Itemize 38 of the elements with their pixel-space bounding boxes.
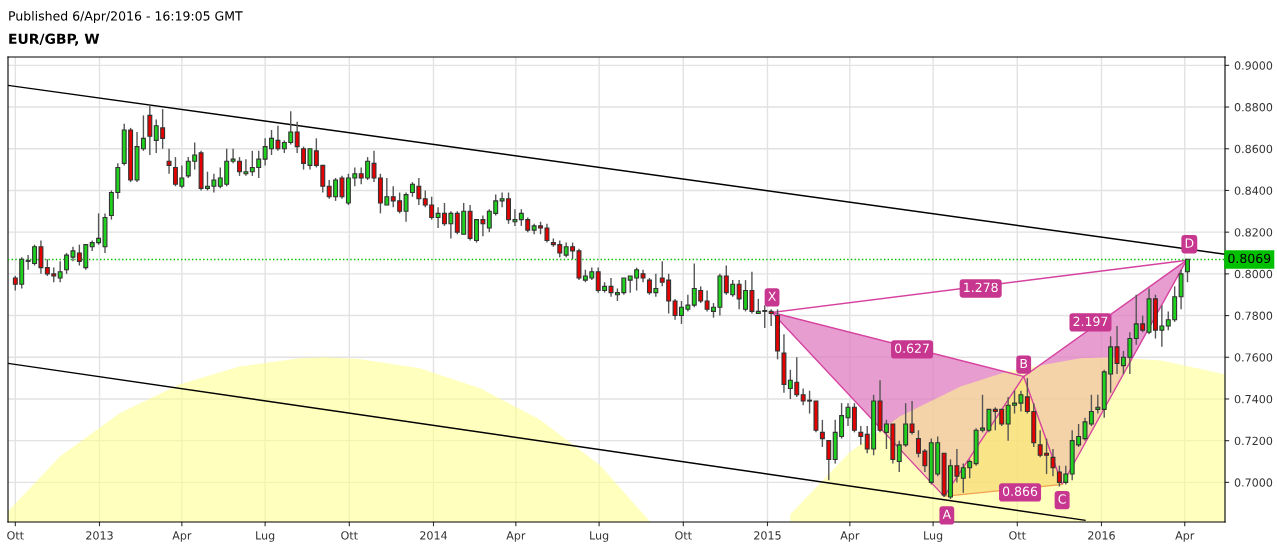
- x-tick-label: 2013: [86, 531, 113, 540]
- ref-line-label: 0.8069: [1228, 253, 1271, 264]
- x-tick-label: Ott: [7, 531, 24, 540]
- annotation: C: [1058, 494, 1066, 504]
- annotation: 2.197: [1073, 316, 1108, 327]
- x-tick-label: Apr: [840, 531, 860, 542]
- x-tick-label: Lug: [924, 531, 943, 542]
- x-tick-label: Lug: [256, 531, 275, 542]
- x-tick-label: Apr: [1175, 531, 1195, 542]
- x-tick-label: 2015: [754, 531, 781, 540]
- y-tick-label: 0.7600: [1234, 353, 1273, 362]
- annotation: B: [1020, 358, 1028, 369]
- y-tick-label: 0.7400: [1234, 394, 1273, 404]
- y-tick-label: 0.7800: [1234, 311, 1273, 320]
- y-tick-label: 0.8400: [1234, 186, 1273, 195]
- x-tick-label: Lug: [590, 531, 609, 542]
- annotation: 1.278: [964, 282, 998, 293]
- annotation: X: [768, 291, 776, 301]
- x-tick-label: Ott: [1009, 531, 1026, 540]
- x-tick-label: Ott: [675, 531, 692, 540]
- x-tick-label: Apr: [172, 531, 192, 542]
- annotation: 0.627: [894, 343, 929, 353]
- annotation: D: [1185, 238, 1194, 248]
- y-tick-label: 0.7000: [1234, 478, 1273, 487]
- y-tick-label: 0.8600: [1234, 144, 1273, 154]
- y-tick-label: 0.7200: [1234, 436, 1273, 446]
- y-tick-label: 0.8000: [1234, 269, 1273, 279]
- x-tick-label: 2014: [420, 531, 448, 540]
- annotation: A: [942, 509, 951, 519]
- y-tick-label: 0.9000: [1234, 61, 1273, 70]
- x-tick-label: 2016: [1088, 531, 1115, 540]
- x-tick-label: Apr: [506, 531, 526, 542]
- chart-title: EUR/GBP, W: [9, 33, 100, 46]
- chart-subtitle: Published 6/Apr/2016 - 16:19:05 GMT: [9, 10, 243, 24]
- annotation: 0.866: [1002, 486, 1038, 497]
- y-tick-label: 0.8200: [1234, 228, 1273, 237]
- y-tick-label: 0.8800: [1234, 103, 1273, 112]
- x-tick-label: Ott: [341, 531, 358, 540]
